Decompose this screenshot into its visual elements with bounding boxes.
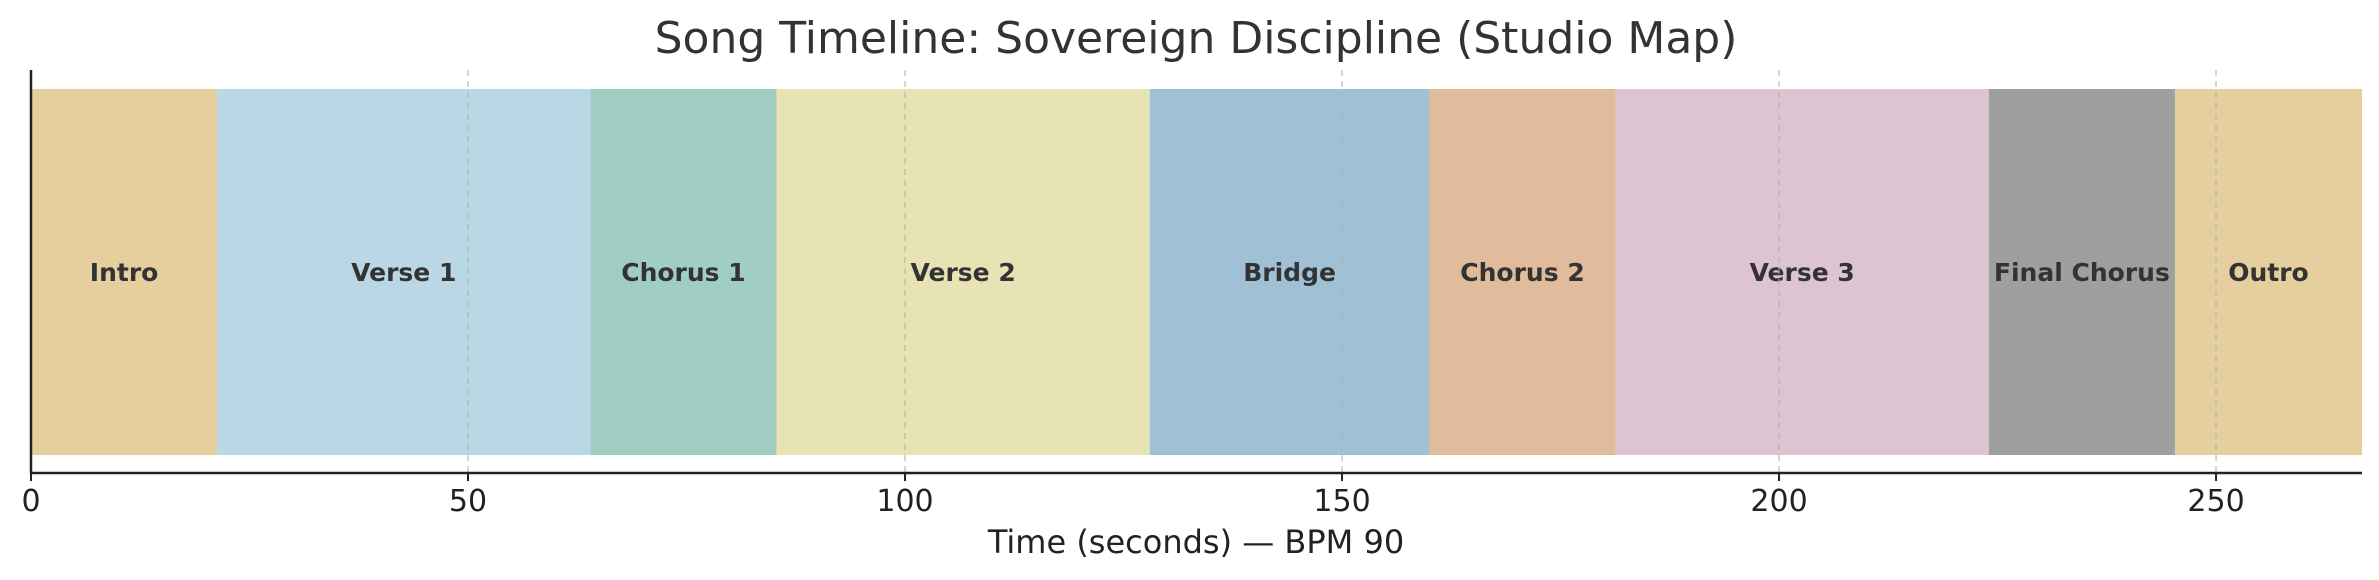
segment-bar: [776, 89, 1150, 455]
segment-label: Verse 1: [351, 258, 456, 287]
chart-title: Song Timeline: Sovereign Discipline (Stu…: [655, 13, 1738, 64]
segment-label: Final Chorus: [1994, 258, 2170, 287]
x-tick-label: 50: [449, 484, 487, 519]
segment-bar: [1988, 89, 2175, 455]
segment-label: Verse 2: [911, 258, 1016, 287]
segment-bar: [1149, 89, 1430, 455]
segment-bar: [1615, 89, 1989, 455]
segment-bar: [31, 89, 218, 455]
segment-label: Verse 3: [1750, 258, 1855, 287]
segment-bar: [1429, 89, 1616, 455]
segment-label: Intro: [90, 258, 159, 287]
segment-label: Bridge: [1243, 258, 1336, 287]
segments: Intro Verse 1 Chorus 1 Verse 2 Bridge Chorus …: [31, 89, 2362, 455]
segment-bar: [590, 89, 777, 455]
x-axis-label: Time (seconds) — BPM 90: [987, 523, 1404, 561]
x-tick-label: 0: [21, 484, 40, 519]
segment-label: Chorus 1: [621, 258, 745, 287]
axes: 0 50 100 150 200 250: [21, 70, 2362, 519]
x-tick-label: 200: [1750, 484, 1807, 519]
segment-label: Chorus 2: [1460, 258, 1584, 287]
segment-bar: [2174, 89, 2362, 455]
segment-label: Outro: [2228, 258, 2309, 287]
x-tick-label: 150: [1313, 484, 1370, 519]
segment-bar: [217, 89, 591, 455]
grid-lines: [467, 70, 2217, 473]
x-tick-label: 250: [2187, 484, 2244, 519]
x-tick-label: 100: [876, 484, 933, 519]
